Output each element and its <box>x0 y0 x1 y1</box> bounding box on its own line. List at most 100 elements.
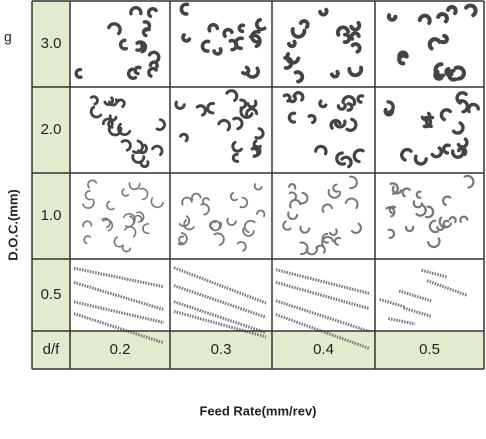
chip <box>344 197 359 210</box>
x-axis-label: Feed Rate(mm/rev) <box>199 403 316 418</box>
row-label: 1.0 <box>41 207 62 224</box>
chip-coil <box>173 266 267 305</box>
chip <box>417 13 432 25</box>
chip <box>217 118 232 132</box>
chip <box>128 182 141 191</box>
chip <box>329 119 342 130</box>
side-label: g <box>4 29 12 45</box>
chip <box>287 111 297 124</box>
column-label: 0.5 <box>419 341 440 358</box>
chip <box>413 154 428 166</box>
chip <box>459 215 469 223</box>
chip <box>424 205 435 219</box>
chip-coil <box>379 297 406 309</box>
chip <box>299 192 309 205</box>
chip <box>239 196 249 209</box>
chip <box>415 204 427 217</box>
chip <box>333 236 342 246</box>
chip-coil <box>173 309 267 339</box>
chip <box>321 203 334 213</box>
chip <box>113 236 124 248</box>
chip <box>400 147 413 162</box>
chip <box>181 33 192 43</box>
chip <box>255 209 266 218</box>
chip <box>181 196 193 206</box>
chip <box>250 147 260 159</box>
chip <box>124 226 137 238</box>
chip <box>290 27 307 39</box>
chip-coil <box>426 279 468 297</box>
chip <box>341 94 357 106</box>
chip <box>255 17 267 32</box>
chip <box>288 191 297 202</box>
chip <box>332 183 340 193</box>
chip <box>239 98 248 110</box>
chip <box>386 13 398 22</box>
chip <box>179 132 189 143</box>
chip <box>430 146 443 159</box>
chip <box>135 40 148 54</box>
chip <box>352 148 365 164</box>
chip <box>107 22 122 36</box>
chip-coil <box>403 306 433 318</box>
chip <box>438 216 453 229</box>
chip-coil <box>398 289 432 303</box>
y-axis-label: D.O.C.(mm) <box>5 189 20 261</box>
chip <box>289 198 302 209</box>
chip <box>385 206 396 218</box>
chip <box>239 106 254 119</box>
chip <box>174 100 186 110</box>
chip-coil <box>73 312 165 345</box>
chip <box>229 191 238 202</box>
column-label: 0.3 <box>211 341 232 358</box>
chip <box>436 12 449 24</box>
chip <box>243 219 256 234</box>
chip <box>233 36 244 51</box>
chip <box>231 152 240 163</box>
chip <box>318 7 329 17</box>
chip <box>463 174 475 189</box>
chip-coil <box>275 268 370 295</box>
chip <box>448 216 457 224</box>
chip <box>415 190 422 199</box>
chip <box>389 182 399 195</box>
chip <box>428 219 439 234</box>
label-cell <box>32 259 70 331</box>
chip <box>131 153 146 164</box>
label-cell <box>32 173 70 259</box>
chip-coil <box>421 268 448 279</box>
chip-coil <box>73 266 165 289</box>
chip <box>121 244 132 253</box>
row-label: 3.0 <box>41 35 62 52</box>
chip <box>212 47 223 56</box>
chip <box>298 19 310 29</box>
chip <box>178 235 185 245</box>
chip <box>442 143 451 155</box>
label-cell <box>70 331 170 369</box>
chip <box>87 179 98 189</box>
chip <box>147 50 161 63</box>
chip <box>287 211 299 221</box>
chip <box>232 116 244 131</box>
chip <box>225 89 239 102</box>
chip <box>226 217 237 226</box>
chip <box>440 33 449 45</box>
chip <box>178 215 191 227</box>
chip <box>282 220 292 231</box>
chip <box>209 220 216 229</box>
chip <box>412 200 424 209</box>
chip <box>101 117 114 127</box>
chip <box>231 140 243 153</box>
column-label: 0.2 <box>110 341 131 358</box>
label-cell <box>32 87 70 173</box>
chip <box>335 25 351 37</box>
chip <box>466 102 481 114</box>
chip <box>453 65 466 81</box>
row-label: 0.5 <box>41 286 62 303</box>
chip <box>245 107 259 118</box>
chip <box>146 7 158 18</box>
chip <box>451 149 465 159</box>
chip <box>179 2 190 16</box>
chip <box>124 215 135 228</box>
